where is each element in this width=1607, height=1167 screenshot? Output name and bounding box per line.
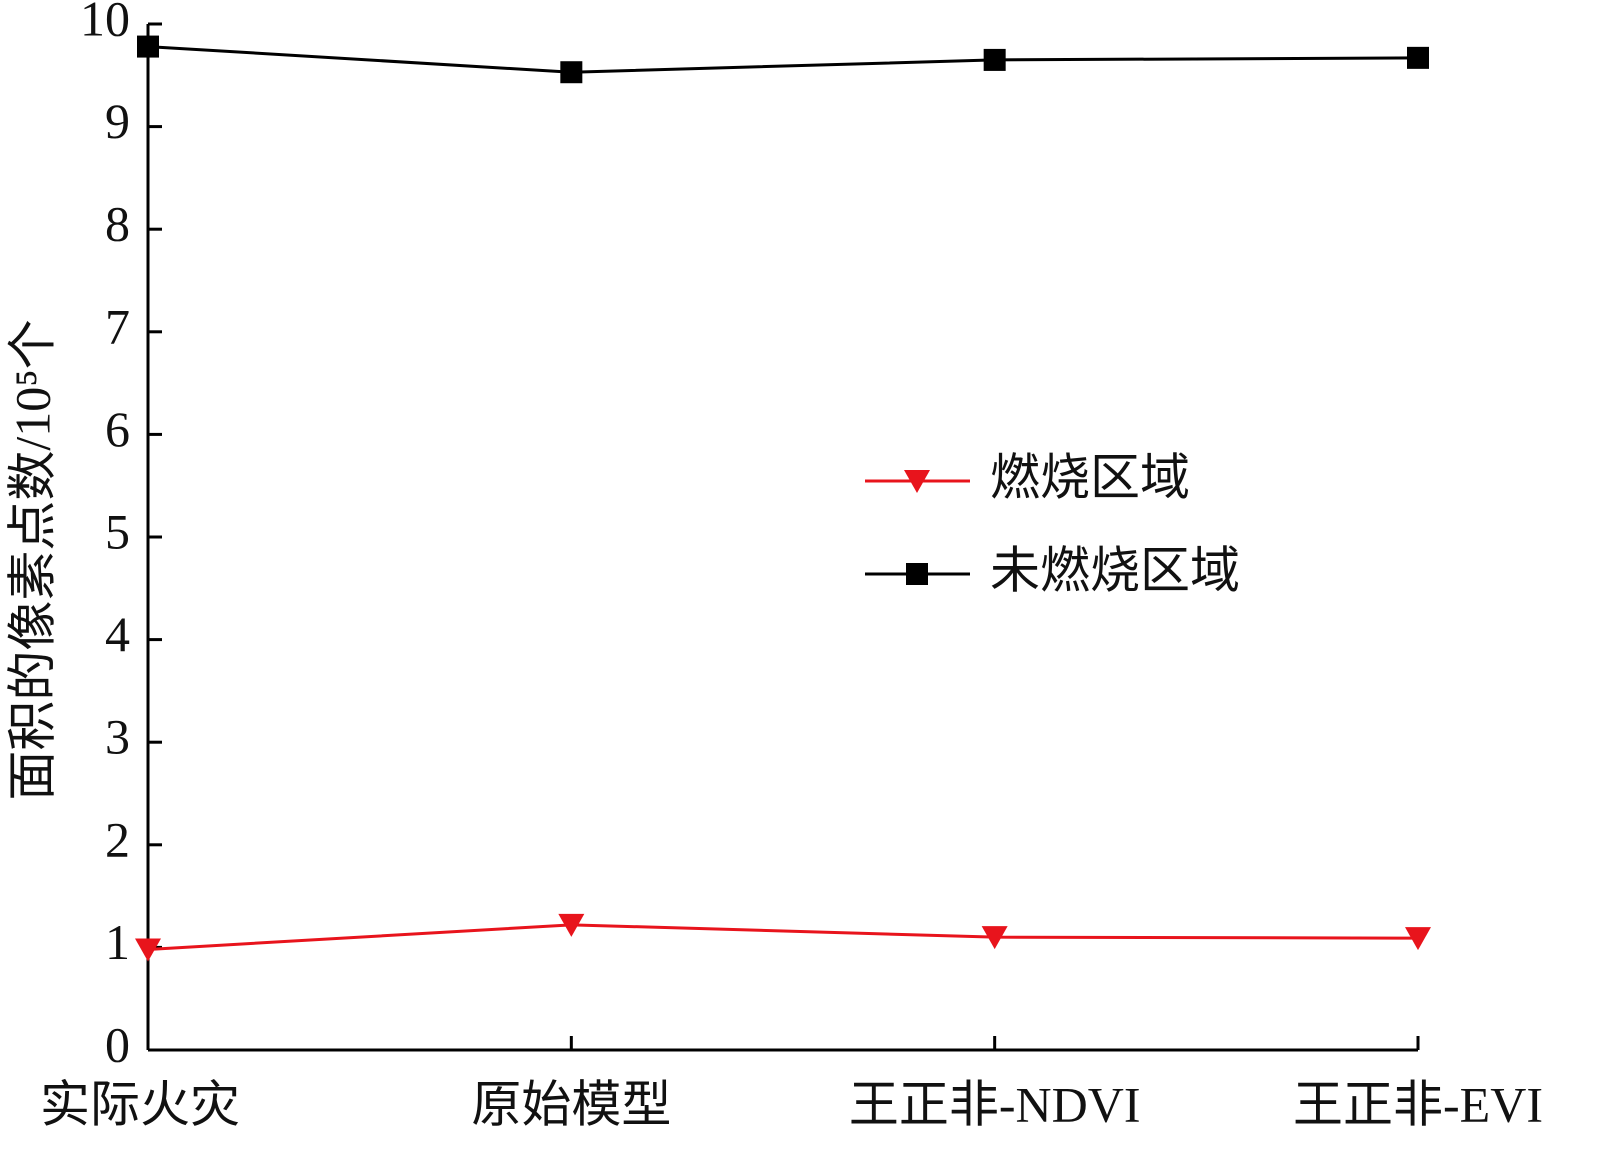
y-tick-label: 1 (105, 914, 130, 970)
data-point (560, 61, 583, 84)
legend-label: 未燃烧区域 (990, 542, 1240, 598)
data-point (558, 913, 585, 937)
data-point (137, 35, 159, 58)
y-tick-label: 6 (105, 401, 130, 457)
series-line (147, 923, 1419, 951)
data-point (1405, 927, 1431, 951)
series-line (147, 45, 1419, 74)
data-point (981, 926, 1008, 950)
x-tick-label: 王正非-NDVI (849, 1076, 1141, 1132)
y-tick-label: 0 (105, 1016, 130, 1072)
data-point (983, 48, 1006, 71)
x-tick-label: 实际火灾 (40, 1076, 240, 1132)
data-point (1407, 46, 1429, 69)
x-tick-label: 王正非-EVI (1293, 1076, 1543, 1132)
y-tick-label: 10 (80, 0, 130, 46)
legend-label: 燃烧区域 (990, 449, 1190, 505)
legend-marker (904, 470, 930, 493)
y-tick-label: 5 (105, 503, 130, 559)
y-tick-label: 7 (105, 298, 130, 354)
y-tick-label: 3 (105, 709, 130, 765)
data-point (135, 938, 161, 962)
y-tick-label: 8 (105, 196, 130, 252)
legend-marker (906, 563, 928, 585)
y-tick-label: 4 (105, 606, 130, 662)
x-tick-label: 原始模型 (471, 1076, 671, 1132)
y-axis-label: 面积的像素点数/10⁵个 (4, 319, 60, 800)
y-tick-label: 9 (105, 93, 130, 149)
y-tick-label: 2 (105, 811, 130, 867)
